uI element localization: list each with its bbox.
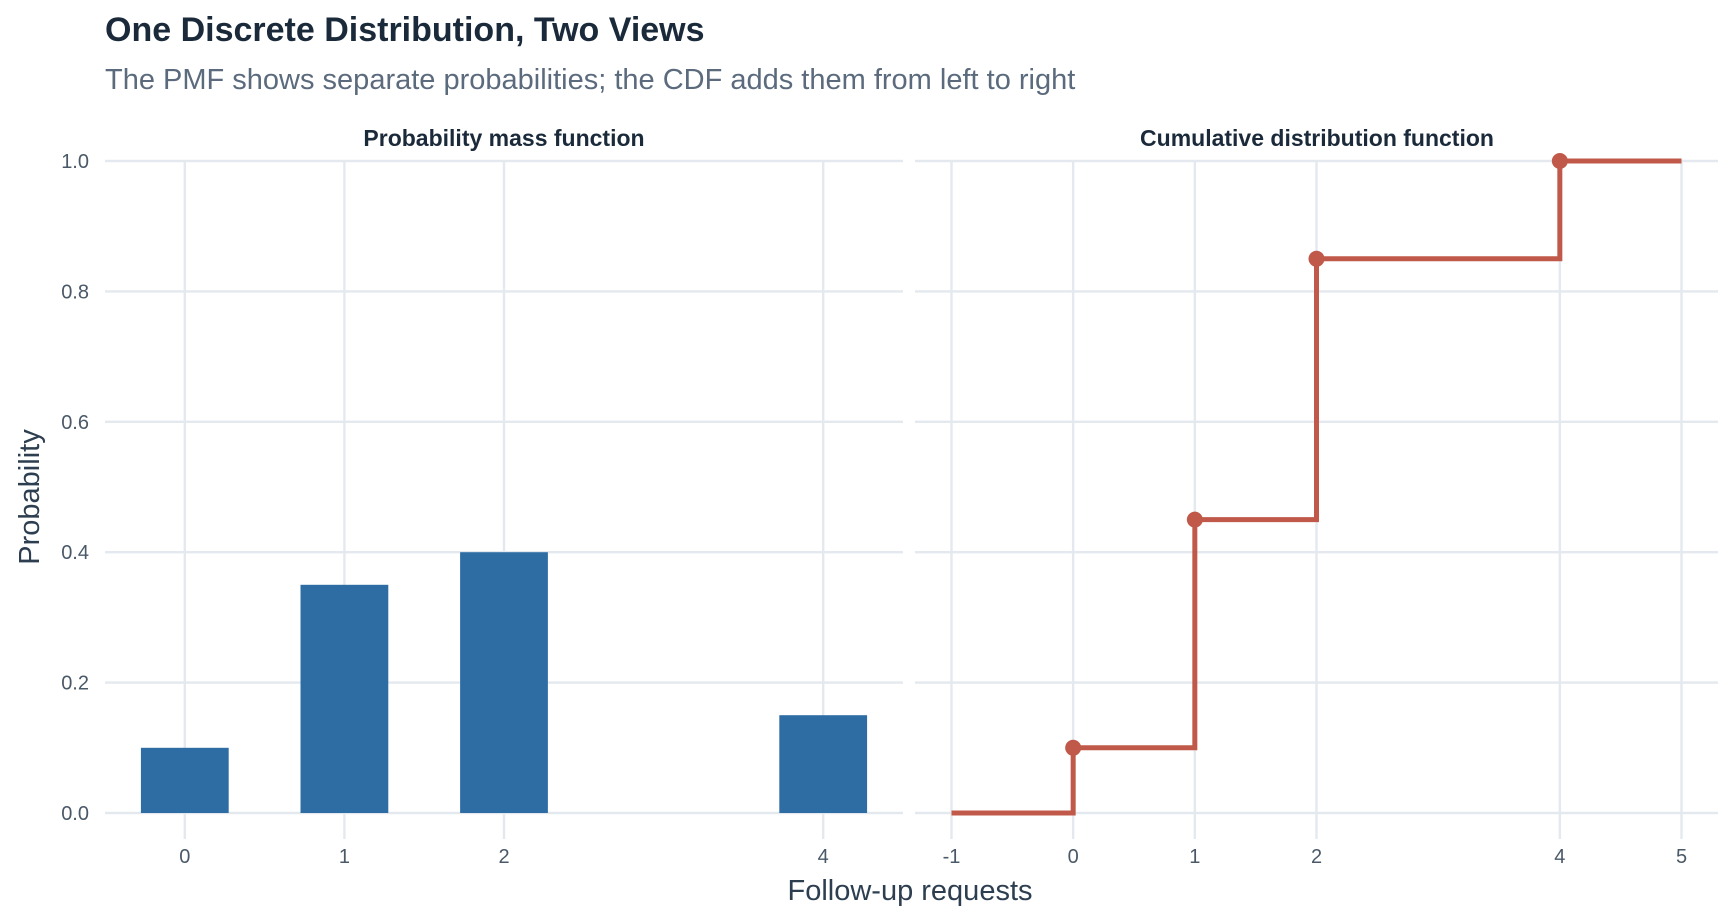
pmf-facet-title: Probability mass function [363,125,644,151]
cdf-x-tick-label: -1 [943,846,961,868]
pmf-panel: Probability mass function 0.00.20.40.60.… [61,125,903,868]
cdf-x-tick-label: 2 [1311,846,1322,868]
y-tick-label: 0.8 [61,281,89,303]
cdf-x-tick-label: 4 [1554,846,1565,868]
cdf-facet-title: Cumulative distribution function [1140,125,1494,151]
cdf-x-tick-label: 0 [1068,846,1079,868]
pmf-x-tick-label: 2 [498,846,509,868]
chart-subtitle: The PMF shows separate probabilities; th… [105,64,1075,96]
cdf-x-tick-label: 5 [1676,846,1687,868]
pmf-bar [300,584,389,813]
pmf-x-tick-label: 1 [339,846,350,868]
pmf-bar [779,715,868,813]
cdf-point [1186,511,1203,528]
cdf-x-tick-label: 1 [1189,846,1200,868]
y-tick-label: 0.0 [61,803,89,825]
y-tick-label: 0.6 [61,412,89,434]
y-axis-label: Probability [14,429,46,565]
cdf-point [1308,250,1325,267]
pmf-x-tick-label: 0 [179,846,190,868]
cdf-x-tick-labels: -1 0 1 2 4 5 [943,846,1687,868]
y-tick-label: 1.0 [61,151,89,173]
pmf-x-tick-label: 4 [818,846,829,868]
pmf-bar [460,552,548,813]
pmf-bar [140,747,229,813]
cdf-point [1065,739,1082,756]
y-tick-label: 0.4 [61,542,89,564]
cdf-points [1065,153,1568,756]
pmf-bars [140,552,868,813]
cdf-panel: Cumulative distribution function -1 0 1 2 4 5 [915,125,1718,868]
pmf-x-tick-labels: 0 1 2 4 [179,846,829,868]
pmf-y-tick-labels: 0.0 0.2 0.4 0.6 0.8 1.0 [61,151,89,825]
chart-title: One Discrete Distribution, Two Views [105,11,705,49]
y-tick-label: 0.2 [61,673,89,695]
cdf-step-path [951,158,1682,816]
cdf-step-line [951,158,1682,816]
cdf-point [1551,153,1568,169]
x-axis-label: Follow-up requests [788,875,1033,907]
